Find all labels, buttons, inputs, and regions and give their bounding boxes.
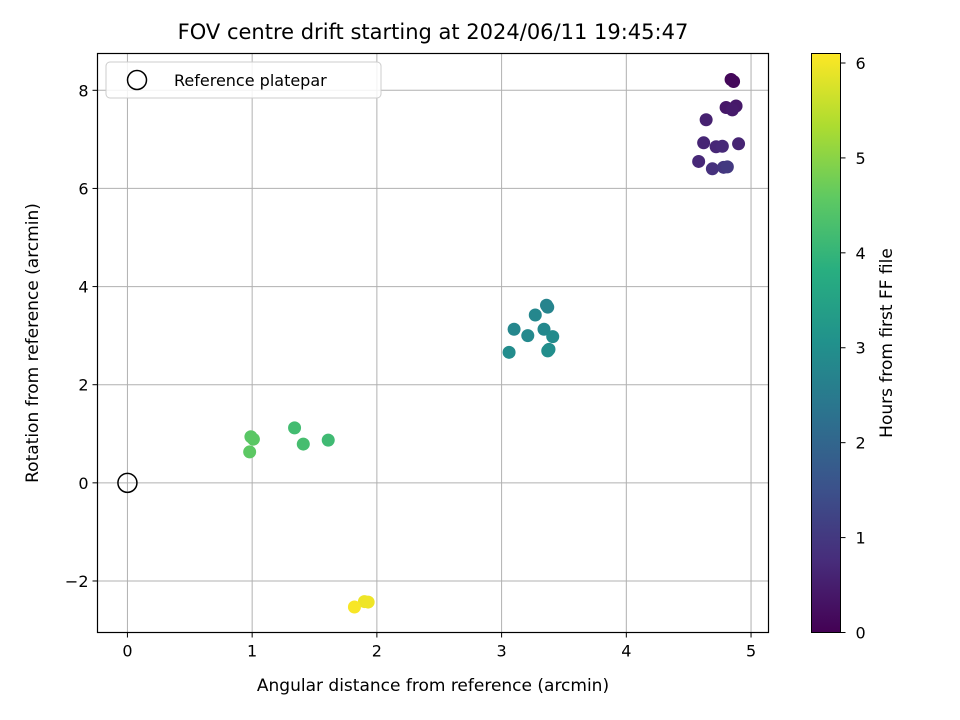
data-point xyxy=(546,330,560,344)
data-point xyxy=(697,136,711,150)
colorbar-tick-label: 5 xyxy=(856,149,866,168)
data-point xyxy=(521,329,535,343)
y-tick-label: 2 xyxy=(78,376,88,395)
x-tick-label: 1 xyxy=(247,642,257,661)
y-tick-label: 6 xyxy=(78,179,88,198)
legend-box xyxy=(105,61,382,99)
grid-lines xyxy=(97,53,769,633)
data-point xyxy=(502,345,516,359)
data-point xyxy=(288,421,302,435)
y-axis: −2 0 2 4 6 8 xyxy=(65,81,98,591)
data-point xyxy=(541,344,555,358)
x-tick-label: 2 xyxy=(372,642,382,661)
data-point xyxy=(321,433,335,447)
colorbar-tick-label: 4 xyxy=(856,244,866,263)
colorbar: 0 1 2 3 4 5 6 Hours from first FF file xyxy=(811,53,897,643)
colorbar-tick-label: 2 xyxy=(856,434,866,453)
data-point xyxy=(720,160,734,174)
x-tick-label: 5 xyxy=(746,642,756,661)
y-tick-label: 4 xyxy=(78,278,88,297)
data-point xyxy=(541,300,555,314)
colorbar-gradient xyxy=(811,53,841,633)
data-point xyxy=(732,137,746,151)
colorbar-tick-label: 1 xyxy=(856,529,866,548)
data-point xyxy=(246,432,260,446)
colorbar-ticks: 0 1 2 3 4 5 6 xyxy=(840,54,866,643)
y-axis-label: Rotation from reference (arcmin) xyxy=(23,203,43,483)
x-tick-label: 0 xyxy=(122,642,132,661)
data-point xyxy=(725,103,739,117)
data-point xyxy=(361,595,375,609)
x-axis: 0 1 2 3 4 5 xyxy=(122,632,756,661)
data-point xyxy=(699,113,713,127)
y-tick-label: 0 xyxy=(78,474,88,493)
colorbar-label: Hours from first FF file xyxy=(877,248,897,438)
colorbar-tick-label: 0 xyxy=(856,624,866,643)
y-tick-label: −2 xyxy=(65,572,89,591)
colorbar-tick-label: 6 xyxy=(856,54,866,73)
data-point xyxy=(507,322,521,336)
legend-label: Reference platepar xyxy=(174,71,327,90)
plot-frame xyxy=(96,52,770,634)
data-point xyxy=(243,445,257,459)
chart-title: FOV centre drift starting at 2024/06/11 … xyxy=(178,20,689,44)
x-tick-label: 3 xyxy=(497,642,507,661)
data-point xyxy=(727,74,741,88)
reference-marker-group xyxy=(117,472,138,494)
x-tick-label: 4 xyxy=(621,642,631,661)
data-point xyxy=(347,600,361,614)
colorbar-tick-label: 3 xyxy=(856,339,866,358)
y-tick-label: 8 xyxy=(78,81,88,100)
legend: Reference platepar xyxy=(105,61,382,99)
data-point xyxy=(692,154,706,168)
data-point xyxy=(705,162,719,176)
data-point xyxy=(528,308,542,322)
data-point xyxy=(715,139,729,153)
data-point xyxy=(296,437,310,451)
reference-platepar-marker xyxy=(117,472,138,494)
data-points xyxy=(243,73,746,614)
legend-marker-icon xyxy=(126,69,148,91)
data-point xyxy=(537,322,551,336)
x-axis-label: Angular distance from reference (arcmin) xyxy=(257,676,609,696)
